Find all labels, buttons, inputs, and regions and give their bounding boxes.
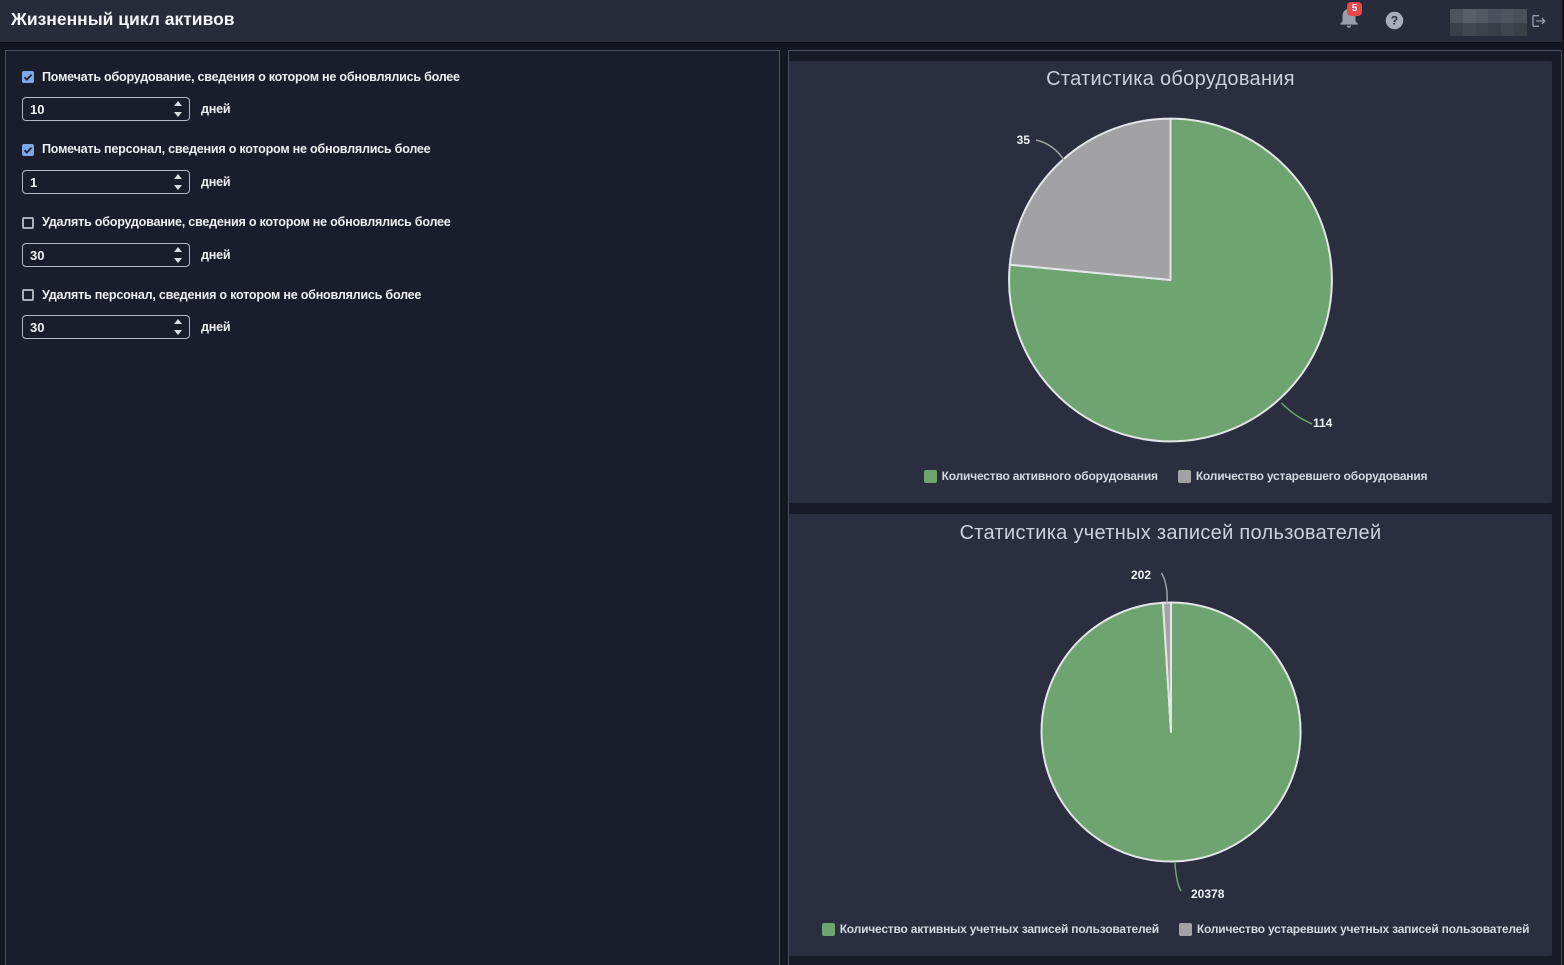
svg-text:202: 202 [1131, 568, 1151, 582]
svg-text:20378: 20378 [1191, 887, 1225, 901]
svg-text:?: ? [1391, 14, 1398, 28]
svg-text:114: 114 [1313, 416, 1333, 430]
svg-text:35: 35 [1017, 133, 1031, 147]
